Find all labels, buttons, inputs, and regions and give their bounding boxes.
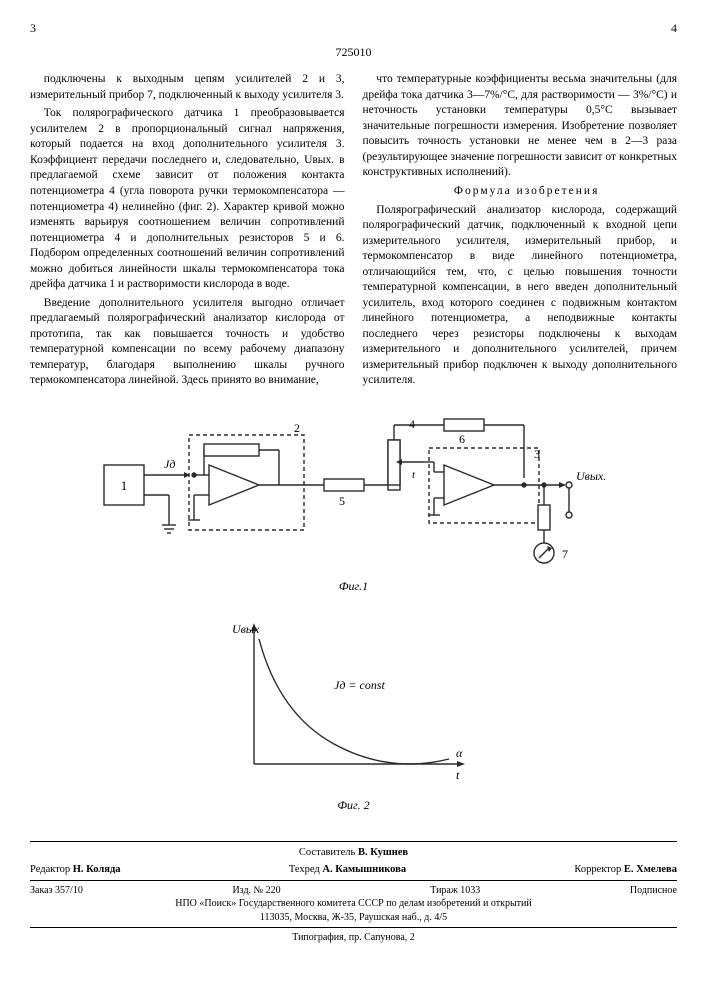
left-p3: Введение дополнительного усилителя выгод… <box>30 296 345 389</box>
fig1-label-7: 7 <box>562 547 568 561</box>
fig1-uout: Uвых. <box>576 469 606 483</box>
fig1-label-3: 3 <box>534 447 540 461</box>
publisher-line: НПО «Поиск» Государственного комитета СС… <box>30 897 677 911</box>
page-num-right: 4 <box>671 20 677 36</box>
tirazh: Тираж 1033 <box>430 884 480 898</box>
left-p1: подключены к выходным цепям усилителей 2… <box>30 72 345 103</box>
right-p2: Полярографический анализатор кислорода, … <box>363 203 678 389</box>
fig2-t: t <box>456 768 460 782</box>
order-row: Заказ 357/10 Изд. № 220 Тираж 1033 Подпи… <box>30 884 677 898</box>
credits-block: Составитель В. Кушнев Редактор Н. Коляда… <box>30 841 677 944</box>
fig1-label-6: 6 <box>459 432 465 446</box>
fig2-ylabel: Uвых <box>232 622 260 636</box>
page-number-row: 3 4 <box>30 20 677 36</box>
left-column: подключены к выходным цепям усилителей 2… <box>30 72 345 391</box>
fig2-alpha: α <box>456 746 463 760</box>
claims-title: Формула изобретения <box>363 184 678 200</box>
fig1-id-label: Jд <box>164 457 175 471</box>
figures-area: 1 Jд 2 <box>30 410 677 814</box>
divider-2 <box>30 927 677 928</box>
printshop-line: Типография, пр. Сапунова, 2 <box>30 931 677 945</box>
compiler-name: В. Кушнев <box>358 847 408 858</box>
izd-num: Изд. № 220 <box>232 884 280 898</box>
fig2-curve-label: Jд = const <box>334 678 385 692</box>
compiler-label: Составитель <box>299 847 355 858</box>
text-columns: подключены к выходным цепям усилителей 2… <box>30 72 677 391</box>
page-num-left: 3 <box>30 20 36 36</box>
corrector-cell: Корректор Е. Хмелева <box>574 863 677 877</box>
fig1-circuit: 1 Jд 2 <box>94 410 614 570</box>
tech-cell: Техред А. Камышникова <box>289 863 406 877</box>
address-line: 113035, Москва, Ж-35, Раушская наб., д. … <box>30 911 677 925</box>
fig1-label-2: 2 <box>294 421 300 435</box>
fig1-caption: Фиг.1 <box>30 578 677 594</box>
fig1-label-1: 1 <box>120 478 127 493</box>
divider-1 <box>30 880 677 881</box>
fig1-label-5: 5 <box>339 494 345 508</box>
fig1-label-4: 4 <box>409 417 415 431</box>
fig1-t-label: t <box>412 469 416 481</box>
document-number: 725010 <box>30 44 677 60</box>
left-p2: Ток полярографического датчика 1 преобра… <box>30 106 345 292</box>
editor-cell: Редактор Н. Коляда <box>30 863 121 877</box>
fig2-graph: Uвых Jд = const α t <box>224 619 484 789</box>
right-p1: что температурные коэффициенты весьма зн… <box>363 72 678 181</box>
right-column: что температурные коэффициенты весьма зн… <box>363 72 678 391</box>
editors-row: Редактор Н. Коляда Техред А. Камышникова… <box>30 863 677 877</box>
compiler-line: Составитель В. Кушнев <box>30 846 677 860</box>
fig2-caption: Фиг. 2 <box>224 797 484 813</box>
podpisnoe: Подписное <box>630 884 677 898</box>
order-num: Заказ 357/10 <box>30 884 83 898</box>
